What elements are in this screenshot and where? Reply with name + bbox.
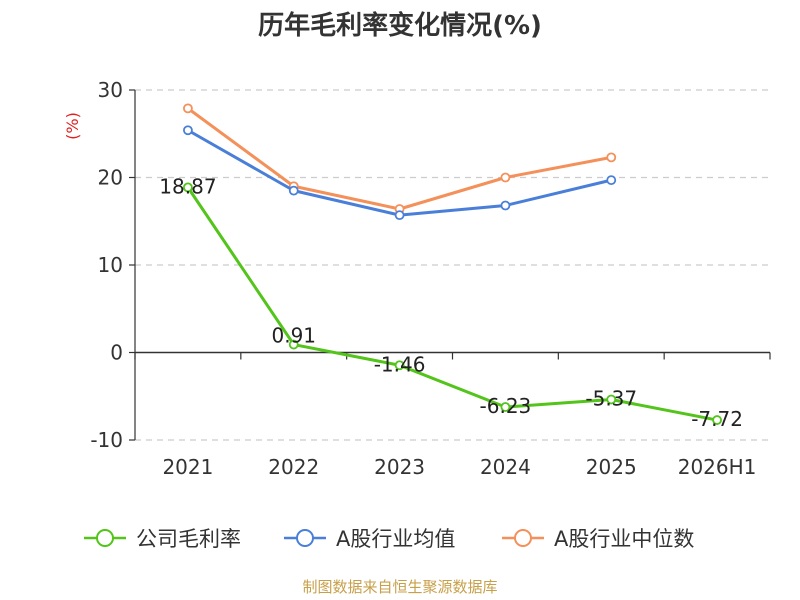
- axes: 30 20 10 0 -10 2021 2022 2023 2024 2025 2026H1: [90, 78, 771, 479]
- data-label: -5.37: [585, 386, 637, 410]
- x-tick-label: 2024: [480, 455, 531, 479]
- x-tick-label: 2025: [586, 455, 637, 479]
- data-point: [500, 200, 511, 211]
- y-tick-label: 0: [110, 341, 123, 365]
- series-line: [186, 186, 718, 422]
- data-point: [606, 175, 617, 186]
- data-label: -1.46: [374, 352, 426, 376]
- legend-item: 公司毛利率: [84, 527, 241, 551]
- legend: 公司毛利率 A股行业均值 A股行业中位数: [84, 527, 694, 551]
- x-tick-label: 2021: [162, 455, 213, 479]
- legend-marker: [96, 529, 114, 547]
- data-point: [394, 360, 405, 371]
- y-tick-label: 10: [98, 253, 123, 277]
- data-point: [500, 402, 511, 412]
- y-unit-label: (%): [63, 112, 82, 140]
- data-point: [288, 339, 299, 350]
- data-point: [394, 210, 405, 221]
- data-point: [288, 185, 299, 196]
- data-label: -6.23: [480, 394, 532, 418]
- x-tick-label: 2022: [268, 455, 319, 479]
- data-point: [183, 103, 193, 114]
- source-note: 制图数据来自恒生聚源数据库: [302, 578, 497, 596]
- data-labels: 18.87 0.91 -1.46 -6.23 -5.37 -7.72: [159, 174, 743, 431]
- data-point: [500, 172, 511, 183]
- data-point: [183, 182, 193, 193]
- data-point: [606, 394, 617, 405]
- y-tick-label: 30: [98, 78, 123, 102]
- legend-item: A股行业中位数: [502, 527, 694, 551]
- data-label: 18.87: [159, 174, 216, 198]
- data-label: -7.72: [691, 407, 743, 431]
- legend-label: A股行业中位数: [554, 527, 694, 551]
- x-tick-label: 2026H1: [678, 455, 757, 479]
- legend-label: A股行业均值: [336, 527, 455, 551]
- data-point: [183, 125, 193, 136]
- y-tick-label: -10: [90, 428, 123, 452]
- series-layer: [183, 103, 722, 425]
- legend-marker: [296, 529, 314, 547]
- legend-marker: [514, 529, 532, 547]
- x-tick-label: 2023: [374, 455, 425, 479]
- legend-item: A股行业均值: [284, 527, 455, 551]
- series-line: [187, 128, 612, 217]
- grid: [135, 89, 770, 441]
- legend-label: 公司毛利率: [136, 527, 241, 551]
- data-label: 0.91: [271, 324, 316, 348]
- chart-title: 历年毛利率变化情况(%): [258, 10, 542, 41]
- data-point: [712, 415, 722, 425]
- y-tick-label: 20: [98, 166, 123, 190]
- data-point: [606, 152, 617, 163]
